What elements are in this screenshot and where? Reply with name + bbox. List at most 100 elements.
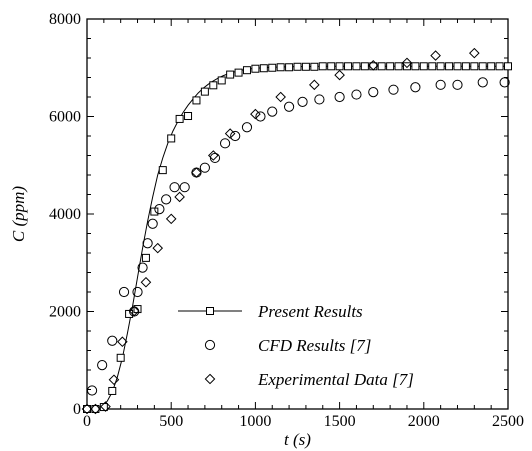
- square-marker: [217, 76, 226, 85]
- legend-entry-cfd-results: CFD Results [7]: [204, 336, 371, 355]
- circle-marker: [230, 130, 241, 142]
- square-marker: [470, 62, 479, 71]
- y-tick-label: 0: [73, 401, 81, 418]
- square-marker: [394, 62, 403, 71]
- circle-marker: [142, 238, 153, 249]
- diamond-marker: [81, 403, 93, 415]
- square-marker: [344, 62, 353, 71]
- x-tick-label: 1000: [239, 413, 271, 430]
- square-marker: [293, 62, 302, 71]
- y-tick-label: 8000: [49, 11, 81, 28]
- square-marker: [141, 253, 150, 262]
- diamond-marker: [401, 57, 413, 69]
- circle-marker: [314, 94, 325, 105]
- circle-marker: [267, 106, 278, 117]
- square-marker: [150, 207, 159, 216]
- diamond-marker: [334, 69, 345, 81]
- x-tick-label: 2500: [492, 413, 524, 430]
- square-marker: [242, 66, 251, 75]
- square-marker: [461, 62, 470, 71]
- legend-label: Present Results: [257, 302, 363, 321]
- x-tick-label: 0: [83, 413, 91, 430]
- square-marker: [108, 386, 117, 395]
- circle-marker: [388, 84, 399, 95]
- circle-marker: [452, 79, 463, 90]
- circle-marker: [169, 182, 180, 193]
- axes: 0 500 1000 1500 2000 2500 0 2000 4000 6000 8000: [49, 11, 524, 430]
- y-tick-label: 2000: [49, 304, 81, 321]
- square-marker: [259, 64, 268, 73]
- square-marker: [453, 62, 462, 71]
- diamond-marker: [108, 374, 120, 386]
- diamond-marker: [309, 79, 320, 91]
- circle-marker: [199, 162, 210, 173]
- y-tick-label: 6000: [49, 109, 81, 126]
- circle-marker: [191, 167, 202, 178]
- diamond-marker: [128, 305, 140, 317]
- square-marker: [234, 68, 243, 77]
- series-present-results: [83, 62, 512, 413]
- circle-marker: [161, 194, 172, 205]
- diamond-marker: [430, 50, 441, 61]
- circle-marker: [241, 122, 253, 133]
- circle-marker: [477, 77, 488, 88]
- x-tick-label: 500: [159, 413, 183, 430]
- y-tick-label: 4000: [49, 206, 81, 223]
- circle-marker: [368, 87, 379, 98]
- legend-label: CFD Results [7]: [258, 336, 371, 355]
- circle-marker: [137, 262, 148, 273]
- square-marker: [192, 96, 201, 105]
- square-marker: [285, 63, 294, 72]
- circle-marker: [118, 286, 130, 298]
- square-marker: [377, 62, 386, 71]
- square-marker: [318, 62, 327, 71]
- circle-marker: [107, 335, 118, 346]
- square-marker: [386, 62, 395, 71]
- diamond-marker: [100, 401, 111, 412]
- square-marker: [226, 70, 235, 79]
- square-marker: [436, 62, 445, 71]
- legend: Present Results CFD Results [7] Experiment…: [178, 302, 414, 389]
- square-marker: [310, 62, 319, 71]
- diamond-marker: [174, 191, 185, 203]
- legend-entry-present-results: Present Results: [178, 302, 363, 321]
- square-marker: [411, 62, 420, 71]
- x-tick-label: 1500: [324, 413, 356, 430]
- diamond-marker: [117, 336, 128, 348]
- y-axis-title: C (ppm): [9, 186, 28, 243]
- circle-marker: [86, 385, 98, 396]
- x-tick-label: 2000: [408, 413, 440, 430]
- square-marker: [268, 63, 277, 72]
- circle-marker: [435, 79, 446, 90]
- square-marker: [478, 62, 487, 71]
- series-experimental-data: [81, 47, 480, 415]
- diamond-marker: [191, 167, 202, 178]
- square-marker: [116, 353, 125, 362]
- diamond-marker: [250, 108, 261, 120]
- square-marker: [402, 62, 411, 71]
- diamond-marker: [204, 373, 216, 385]
- diamond-marker: [367, 60, 379, 71]
- circle-marker: [334, 91, 345, 103]
- present-results-line: [86, 65, 508, 410]
- diamond-marker: [90, 403, 101, 415]
- circle-marker: [97, 360, 108, 371]
- series-layer: [81, 47, 512, 415]
- diamond-marker: [275, 91, 286, 103]
- square-marker: [251, 64, 260, 73]
- diamond-marker: [152, 242, 164, 254]
- circle-marker: [209, 152, 221, 164]
- circle-marker: [132, 286, 143, 298]
- circle-marker: [351, 89, 362, 100]
- circle-marker: [154, 204, 165, 215]
- square-marker: [175, 114, 184, 123]
- square-marker: [209, 81, 218, 90]
- square-marker: [419, 62, 428, 71]
- diamond-marker: [165, 213, 177, 225]
- square-marker: [487, 62, 496, 71]
- square-marker: [445, 62, 454, 71]
- diamond-marker: [224, 128, 236, 139]
- diamond-marker: [140, 276, 152, 288]
- square-marker: [428, 62, 437, 71]
